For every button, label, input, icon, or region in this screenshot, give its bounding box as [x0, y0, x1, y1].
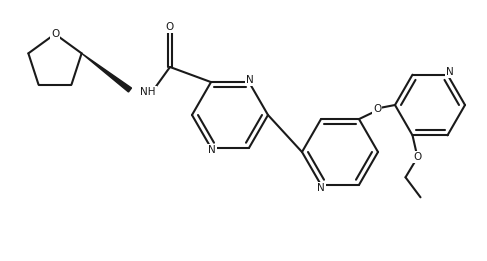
- Text: N: N: [317, 183, 325, 193]
- Text: N: N: [208, 145, 216, 155]
- Text: O: O: [51, 29, 59, 39]
- Polygon shape: [82, 53, 131, 92]
- Text: O: O: [373, 104, 381, 114]
- Text: NH: NH: [140, 87, 155, 97]
- Text: N: N: [246, 75, 254, 85]
- Text: O: O: [413, 152, 422, 162]
- Text: N: N: [446, 67, 453, 77]
- Text: O: O: [166, 22, 174, 32]
